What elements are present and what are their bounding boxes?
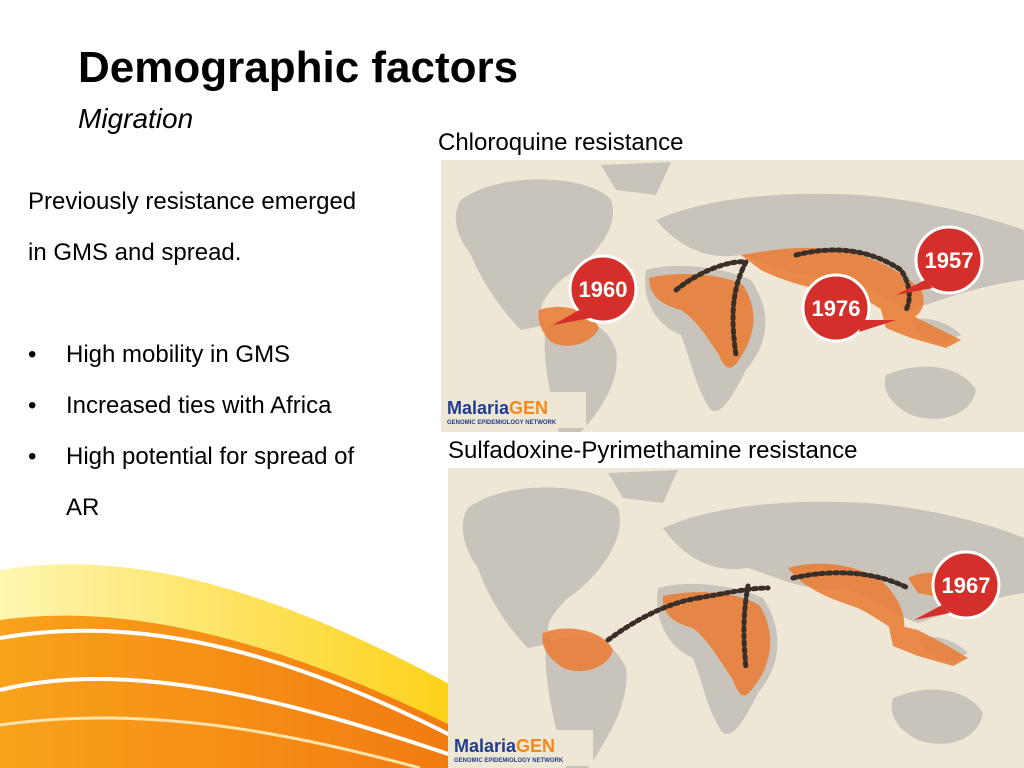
callout-year: 1967: [942, 573, 991, 598]
callout-year: 1976: [812, 296, 861, 321]
bullet-item: • High mobility in GMS: [28, 329, 428, 380]
callout-1976: 1976: [801, 273, 896, 343]
malariagen-logo: MalariaGEN GENOMIC EPIDEMIOLOGY NETWORK: [451, 730, 593, 766]
slide-subtitle: Migration: [78, 103, 194, 134]
bullet-text-continuation: AR: [66, 494, 100, 521]
logo-suffix: GEN: [509, 398, 548, 418]
bullet-marker: •: [28, 443, 37, 470]
bullet-item: • Increased ties with Africa: [28, 380, 428, 431]
world-map-image: 1960 1976 1957 MalariaGEN GENOMIC EPIDEM…: [441, 160, 1024, 432]
bullet-item: • High potential for spread of AR: [28, 431, 428, 533]
sp-resistance-map: 1967 MalariaGEN GENOMIC EPIDEMIOLOGY NET…: [448, 468, 1024, 768]
bullet-text: High mobility in GMS: [66, 341, 291, 368]
chloroquine-map: 1960 1976 1957 MalariaGEN GENOMIC EPIDEM…: [441, 160, 1024, 432]
callout-year: 1957: [925, 248, 974, 273]
svg-text:MalariaGEN: MalariaGEN: [454, 736, 555, 756]
callout-1960: 1960: [553, 254, 638, 325]
body-text: Previously resistance emerged in GMS and…: [28, 176, 428, 533]
bullet-marker: •: [28, 392, 37, 419]
logo-name: Malaria: [447, 398, 510, 418]
bullet-text: High potential for spread of: [66, 443, 355, 470]
callout-1967: 1967: [914, 550, 1001, 620]
callout-1957: 1957: [896, 225, 984, 295]
logo-tagline: GENOMIC EPIDEMIOLOGY NETWORK: [447, 420, 557, 426]
bullet-text: Increased ties with Africa: [66, 392, 332, 419]
world-map-image: 1967 MalariaGEN GENOMIC EPIDEMIOLOGY NET…: [448, 468, 1024, 768]
logo-suffix: GEN: [516, 736, 555, 756]
intro-line: Previously resistance emerged: [28, 188, 357, 215]
map-caption-sp: Sulfadoxine-Pyrimethamine resistance: [448, 437, 858, 464]
map-caption-chloroquine: Chloroquine resistance: [438, 129, 684, 156]
svg-text:MalariaGEN: MalariaGEN: [447, 398, 548, 418]
slide-title: Demographic factors: [78, 43, 519, 92]
decorative-swoosh: [0, 564, 460, 768]
callout-year: 1960: [579, 277, 628, 302]
logo-tagline: GENOMIC EPIDEMIOLOGY NETWORK: [454, 758, 564, 764]
malariagen-logo: MalariaGEN GENOMIC EPIDEMIOLOGY NETWORK: [444, 392, 586, 428]
bullet-list: • High mobility in GMS • Increased ties …: [28, 329, 428, 533]
intro-line: in GMS and spread.: [28, 239, 242, 266]
bullet-marker: •: [28, 341, 37, 368]
logo-name: Malaria: [454, 736, 517, 756]
